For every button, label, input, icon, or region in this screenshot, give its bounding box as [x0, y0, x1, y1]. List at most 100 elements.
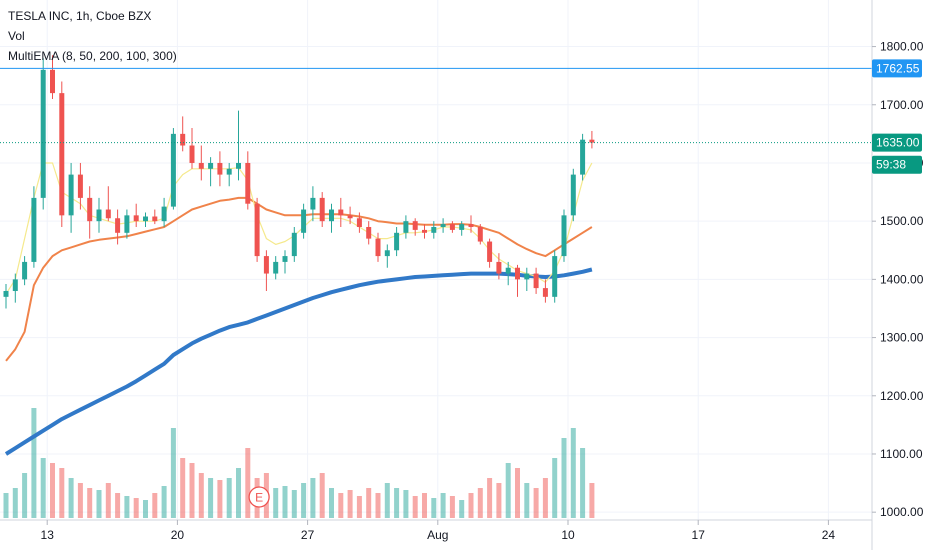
- symbol-title[interactable]: TESLA INC, 1h, Cboe BZX: [8, 9, 152, 23]
- candle-body: [347, 215, 353, 219]
- candle-body: [236, 162, 241, 169]
- candle-body: [301, 209, 307, 233]
- earnings-marker[interactable]: E: [248, 486, 270, 508]
- candle-body: [282, 256, 288, 262]
- volume-bar: [96, 490, 102, 518]
- time-tick-label: 13: [41, 528, 55, 542]
- time-axis[interactable]: 13 20 27 Aug 10 17 24: [0, 519, 872, 542]
- candle-body: [68, 174, 74, 216]
- price-tick-label: 1200.00: [880, 389, 924, 403]
- candle-body: [431, 226, 437, 233]
- candle-body: [180, 133, 186, 146]
- indicator-label[interactable]: MultiEMA (8, 50, 200, 100, 300): [8, 49, 177, 63]
- volume-bar: [356, 496, 362, 518]
- volume-bar: [542, 478, 548, 518]
- volume-bar: [245, 448, 251, 518]
- candle-body: [59, 93, 65, 216]
- volume-bar: [524, 483, 530, 518]
- candle-body: [161, 206, 167, 222]
- earnings-marker-label: E: [255, 491, 263, 505]
- volume-bar: [68, 478, 74, 518]
- candle-body: [338, 209, 344, 216]
- volume-bar: [22, 473, 28, 518]
- candle-body: [459, 224, 465, 230]
- volume-bar: [77, 483, 83, 518]
- volume-bar: [133, 498, 139, 518]
- price-tick-label: 1800.00: [880, 40, 924, 54]
- volume-bar: [496, 483, 502, 518]
- volume-bar: [301, 483, 307, 518]
- volume-bar: [40, 458, 46, 518]
- volume-bar: [50, 463, 55, 518]
- volume-bar: [375, 493, 381, 518]
- volume-label[interactable]: Vol: [8, 29, 25, 43]
- volume-bar: [208, 478, 214, 518]
- price-tick-label: 1300.00: [880, 331, 924, 345]
- candle-body: [319, 197, 325, 222]
- price-label-text: 59:38: [876, 158, 906, 172]
- candle-body: [12, 279, 18, 292]
- price-label-box: [872, 59, 922, 78]
- price-axis[interactable]: 1800.001700.001600.001500.001400.001300.…: [871, 0, 924, 550]
- candle-body: [170, 133, 176, 207]
- candle-body: [515, 267, 520, 280]
- price-label-text: 1635.00: [876, 136, 920, 150]
- volume-bar: [189, 463, 195, 518]
- grid-lines: [0, 0, 872, 520]
- volume-bars: [3, 408, 595, 518]
- candle-body: [552, 256, 558, 297]
- candle-body: [366, 226, 372, 239]
- candle-body: [254, 203, 260, 257]
- earnings-marker-circle: [248, 486, 270, 508]
- time-tick-label: 10: [561, 528, 575, 542]
- candle-body: [273, 261, 279, 274]
- volume-bar: [152, 493, 158, 518]
- price-tick-label: 1000.00: [880, 505, 924, 519]
- price-label-box: [872, 133, 922, 152]
- ema-lines: [4, 162, 593, 456]
- candle-body: [226, 168, 232, 175]
- volume-bar: [347, 490, 353, 518]
- time-tick-label: 24: [822, 528, 836, 542]
- candle-body: [589, 139, 595, 143]
- volume-bar: [291, 490, 297, 518]
- volume-bar: [552, 458, 558, 518]
- ema-8-line: [5, 162, 593, 295]
- price-lines: [0, 67, 872, 144]
- candle-body: [50, 69, 55, 94]
- candle-body: [561, 215, 567, 257]
- volume-bar: [282, 486, 288, 518]
- candle-body: [245, 162, 251, 204]
- volume-bar: [31, 408, 37, 518]
- candle-body: [477, 226, 483, 242]
- candle-body: [96, 209, 102, 222]
- ema-200-line: [4, 267, 593, 456]
- ema-50-line: [5, 196, 593, 362]
- volume-bar: [468, 493, 474, 518]
- candle-body: [198, 162, 204, 169]
- volume-bar: [449, 496, 455, 518]
- volume-bar: [87, 488, 93, 518]
- candle-body: [533, 273, 539, 289]
- candle-body: [189, 145, 195, 163]
- price-tick-label: 1500.00: [880, 214, 924, 228]
- volume-bar: [105, 483, 111, 518]
- candle-body: [152, 216, 158, 222]
- volume-bar: [505, 463, 511, 518]
- candle-body: [310, 197, 316, 210]
- price-label-box: [872, 155, 922, 174]
- candle-body: [468, 224, 474, 227]
- volume-bar: [3, 493, 9, 518]
- price-tick-label: 1100.00: [880, 447, 923, 461]
- candle-body: [542, 288, 548, 297]
- volume-bar: [403, 490, 409, 518]
- volume-bar: [226, 478, 232, 518]
- volume-bar: [515, 468, 520, 518]
- candle-body: [31, 197, 37, 262]
- volume-bar: [440, 493, 446, 518]
- volume-bar: [310, 478, 316, 518]
- candle-body: [356, 218, 362, 227]
- volume-bar: [338, 493, 344, 518]
- candle-body: [570, 174, 576, 216]
